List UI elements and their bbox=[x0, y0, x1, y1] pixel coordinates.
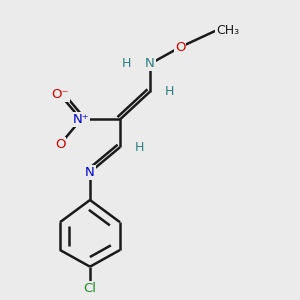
Text: CH₃: CH₃ bbox=[216, 24, 239, 37]
Text: N: N bbox=[145, 57, 155, 70]
Text: H: H bbox=[121, 57, 131, 70]
Text: N: N bbox=[85, 166, 95, 179]
Text: O⁻: O⁻ bbox=[51, 88, 69, 101]
Text: H: H bbox=[165, 85, 174, 98]
Text: O: O bbox=[175, 41, 185, 54]
Text: H: H bbox=[135, 141, 144, 154]
Text: Cl: Cl bbox=[83, 282, 97, 296]
Text: H: H bbox=[121, 57, 131, 70]
Text: O: O bbox=[55, 138, 65, 151]
Text: N⁺: N⁺ bbox=[73, 113, 89, 126]
